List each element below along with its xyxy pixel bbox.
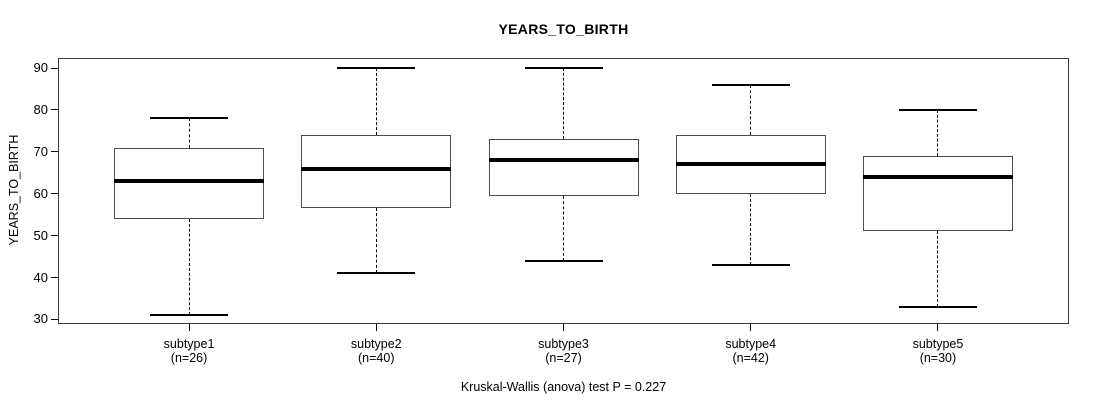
lower-whisker-line xyxy=(375,208,377,274)
iqr-box xyxy=(862,156,1013,232)
group-label: subtype3 (n=27) xyxy=(489,337,639,365)
group-n-count: (n=30) xyxy=(919,350,957,365)
x-axis-tick xyxy=(375,324,377,331)
upper-whisker-line xyxy=(937,109,939,157)
group-n-count: (n=27) xyxy=(545,350,582,365)
iqr-box xyxy=(114,147,265,219)
y-axis-tick-label: 40 xyxy=(33,269,48,285)
y-axis-tick-label: 90 xyxy=(33,60,48,76)
stat-test-caption: Kruskal-Wallis (anova) test P = 0.227 xyxy=(460,380,667,394)
median-line xyxy=(301,166,452,171)
y-axis-tick-label: 30 xyxy=(33,311,48,327)
group-name: subtype3 xyxy=(538,337,589,351)
y-axis-tick xyxy=(51,277,58,278)
median-line xyxy=(114,179,265,184)
y-axis-tick-label: 70 xyxy=(33,143,48,159)
y-axis-tick xyxy=(51,109,58,111)
y-axis-tick-label: 50 xyxy=(33,227,48,243)
lower-whisker-line xyxy=(750,193,752,265)
lower-whisker-cap xyxy=(337,272,416,275)
group-name: subtype4 xyxy=(725,337,777,351)
upper-whisker-line xyxy=(750,84,752,136)
upper-whisker-line xyxy=(563,68,564,140)
y-axis-tick xyxy=(51,67,58,69)
lower-whisker-cap xyxy=(711,263,790,266)
upper-whisker-cap xyxy=(898,108,977,111)
upper-whisker-cap xyxy=(150,117,229,120)
group-label: subtype2 (n=40) xyxy=(301,337,451,365)
group-label: subtype5 (n=30) xyxy=(863,337,1013,365)
x-axis-tick xyxy=(188,324,190,331)
y-axis-tick xyxy=(51,151,58,153)
iqr-box xyxy=(488,139,639,196)
lower-whisker-cap xyxy=(150,314,229,317)
group-label: subtype1 (n=26) xyxy=(114,337,264,365)
group-name: subtype1 xyxy=(163,337,215,351)
lower-whisker-line xyxy=(937,231,939,307)
lower-whisker-line xyxy=(563,195,564,261)
lower-whisker-cap xyxy=(524,259,603,262)
lower-whisker-line xyxy=(188,218,190,316)
y-axis-tick-label: 60 xyxy=(33,185,48,201)
x-axis-tick xyxy=(750,324,752,331)
iqr-box xyxy=(301,135,452,209)
chart-title: YEARS_TO_BIRTH xyxy=(498,21,629,37)
group-name: subtype2 xyxy=(350,337,402,351)
upper-whisker-cap xyxy=(337,67,416,70)
group-n-count: (n=42) xyxy=(732,350,769,365)
group-name: subtype5 xyxy=(912,337,964,351)
y-axis-tick xyxy=(51,318,58,320)
group-label: subtype4 (n=42) xyxy=(676,337,826,365)
upper-whisker-cap xyxy=(711,83,790,86)
lower-whisker-cap xyxy=(898,305,977,308)
upper-whisker-cap xyxy=(524,67,603,70)
upper-whisker-line xyxy=(375,68,377,136)
x-axis-tick xyxy=(563,324,564,331)
x-axis-tick xyxy=(937,324,939,331)
median-line xyxy=(675,162,826,167)
group-n-count: (n=26) xyxy=(170,350,208,365)
upper-whisker-line xyxy=(188,118,190,148)
median-line xyxy=(862,174,1013,179)
y-axis-tick-label: 80 xyxy=(33,101,48,117)
group-n-count: (n=40) xyxy=(358,350,395,365)
y-axis-tick xyxy=(51,193,58,195)
y-axis-tick xyxy=(51,235,58,237)
median-line xyxy=(488,158,639,163)
